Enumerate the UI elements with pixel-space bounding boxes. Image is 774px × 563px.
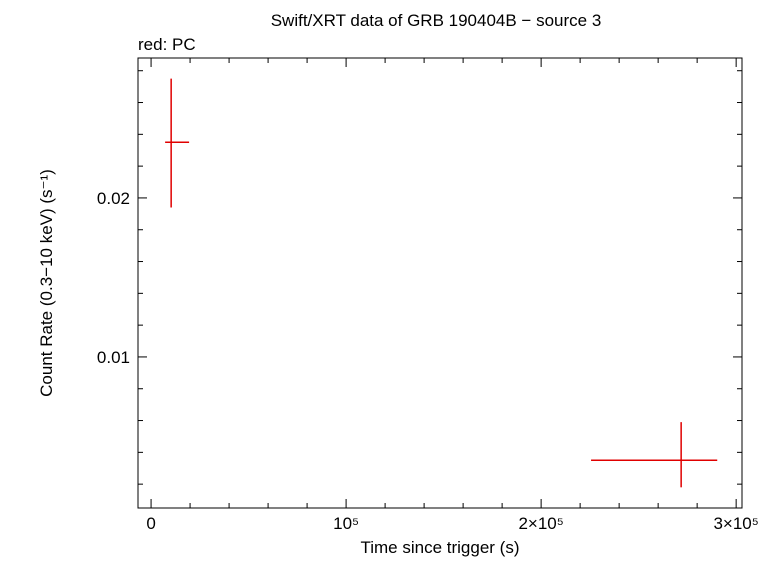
x-tick-label: 0 xyxy=(146,514,155,533)
x-tick-label: 2×10⁵ xyxy=(518,514,563,533)
x-tick-label: 3×10⁵ xyxy=(713,514,758,533)
y-tick-label: 0.01 xyxy=(97,348,130,367)
x-tick-label: 10⁵ xyxy=(333,514,359,533)
y-tick-label: 0.02 xyxy=(97,189,130,208)
x-axis-label: Time since trigger (s) xyxy=(360,538,519,557)
chart-title: Swift/XRT data of GRB 190404B − source 3 xyxy=(271,11,602,30)
plot-frame xyxy=(137,57,743,509)
chart-subtitle: red: PC xyxy=(138,35,196,54)
y-axis-label: Count Rate (0.3−10 keV) (s⁻¹) xyxy=(37,169,56,397)
